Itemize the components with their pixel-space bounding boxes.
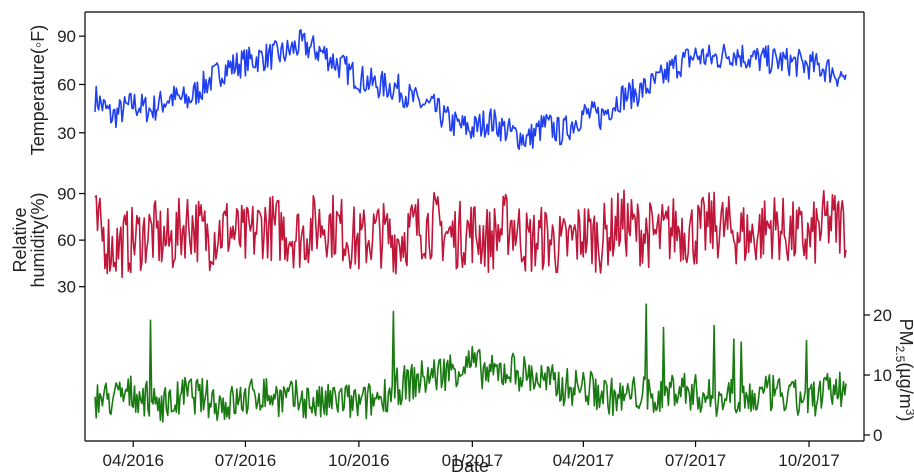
pm25-axis-title: PM2.5(µg/m3) bbox=[893, 319, 914, 422]
temperature-y-tick-label-1: 60 bbox=[57, 75, 76, 94]
temperature-axis-title: Temperature(◦F) bbox=[28, 25, 48, 155]
pm25-axis-title-part-2: (µg/m bbox=[896, 362, 914, 408]
pm25-axis-title-part-4: ) bbox=[896, 415, 914, 421]
svg-text:Temperature(◦F): Temperature(◦F) bbox=[28, 25, 48, 155]
pm25-axis-title-part-1: 2.5 bbox=[893, 346, 907, 363]
temperature-series-line-0 bbox=[94, 29, 847, 150]
pm25-axis-title-part-3: 3 bbox=[903, 409, 914, 416]
x-tick-label-4: 04/2017 bbox=[553, 451, 614, 470]
x-axis-title: Date bbox=[451, 456, 489, 476]
pm25-y-tick-label-0: 0 bbox=[873, 426, 882, 445]
humidity-axis-title-line-0: Relative bbox=[10, 207, 30, 272]
humidity-series-line-0 bbox=[94, 189, 847, 279]
temperature-y-tick-label-0: 30 bbox=[57, 124, 76, 143]
pm25-series-line-0 bbox=[94, 303, 847, 423]
pm25-axis-title-part-0: PM bbox=[896, 319, 914, 346]
humidity-axis-title: Relativehumidity(%) bbox=[10, 192, 48, 287]
pm25-y-tick-label-1: 10 bbox=[873, 366, 892, 385]
humidity-axis-title-line-1: humidity(%) bbox=[28, 192, 48, 287]
humidity-y-tick-label-2: 90 bbox=[57, 185, 76, 204]
x-tick-label-1: 07/2016 bbox=[215, 451, 276, 470]
humidity-y-tick-label-1: 60 bbox=[57, 231, 76, 250]
temperature-y-tick-label-2: 90 bbox=[57, 27, 76, 46]
ticks-layer bbox=[79, 35, 870, 447]
pm25-axis-title-text: PM2.5(µg/m3) bbox=[893, 319, 914, 422]
x-tick-label-3: 01/2017 bbox=[442, 451, 503, 470]
x-tick-label-2: 10/2016 bbox=[328, 451, 389, 470]
pm25-y-tick-label-2: 20 bbox=[873, 306, 892, 325]
x-tick-label-0: 04/2016 bbox=[103, 451, 164, 470]
series-layer bbox=[94, 29, 847, 423]
x-tick-label-6: 10/2017 bbox=[778, 451, 839, 470]
x-tick-label-5: 07/2017 bbox=[665, 451, 726, 470]
humidity-axis-title-text: Relativehumidity(%) bbox=[10, 192, 48, 287]
humidity-y-tick-label-0: 30 bbox=[57, 278, 76, 297]
labels-layer: 04/2016 07/2016 10/2016 01/2017 04/2017 07/20… bbox=[57, 27, 892, 470]
